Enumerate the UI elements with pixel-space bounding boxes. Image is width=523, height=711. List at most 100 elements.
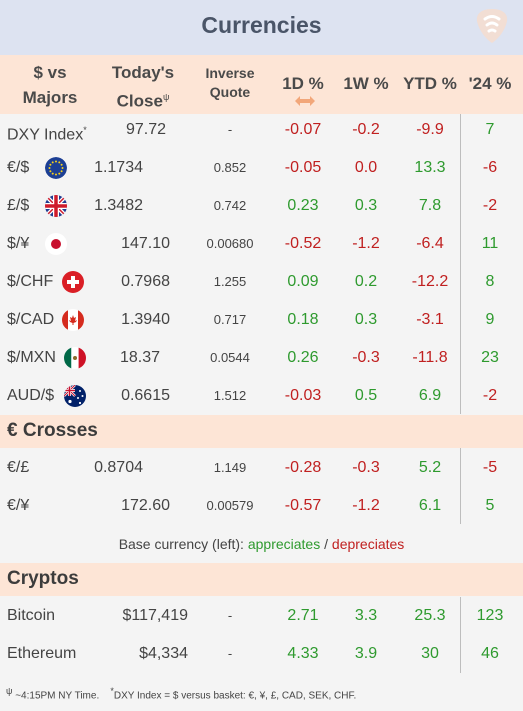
change-1w: 0.3: [354, 311, 378, 328]
close-value: 0.7968: [121, 273, 170, 290]
change-ytd: 6.9: [418, 387, 442, 404]
inverse-value: 0.00680: [206, 236, 254, 251]
column-divider: [460, 597, 461, 673]
change-1w: -0.2: [352, 121, 380, 138]
close-value: 1.1734: [94, 159, 143, 176]
eu-flag-icon: [45, 157, 67, 179]
table-row[interactable]: Ethereum $4,334 - 4.33 3.9 30 46: [0, 635, 523, 673]
inverse-value: -: [227, 122, 233, 137]
change-ytd: 13.3: [414, 159, 446, 176]
close-value: 1.3940: [121, 311, 170, 328]
change-2024: 5: [485, 497, 495, 514]
section-header-crosses: € Crosses: [0, 415, 523, 448]
pair-name: €/$: [7, 159, 30, 176]
col-header-1d[interactable]: 1D %: [282, 74, 324, 93]
col-header-1w[interactable]: 1W %: [343, 74, 389, 93]
page-title: Currencies: [201, 12, 322, 38]
col-header-pair: $ vs Majors: [22, 63, 78, 107]
change-1w: 0.0: [354, 159, 378, 176]
table-row[interactable]: £/$ 1.3482 0.742 0.23 0.3 7.8 -2: [0, 187, 523, 225]
change-1w: 0.2: [354, 273, 378, 290]
change-ytd: 6.1: [418, 497, 442, 514]
inverse-value: 0.00579: [206, 498, 254, 513]
close-value: $4,334: [139, 645, 188, 662]
inverse-value: 1.255: [213, 274, 247, 289]
change-ytd: -9.9: [416, 121, 444, 138]
table-row[interactable]: $/CHF 0.7968 1.255 0.09 0.2 -12.2 8: [0, 263, 523, 301]
close-value: 172.60: [121, 497, 170, 514]
change-ytd: -12.2: [411, 273, 449, 290]
pair-name: AUD/$: [7, 387, 55, 404]
change-1w: -1.2: [352, 235, 380, 252]
table-header: [0, 55, 523, 114]
pair-name: $/CAD: [7, 311, 55, 328]
table-row[interactable]: €/$ 1.1734 0.852 -0.05 0.0 13.3 -6: [0, 149, 523, 187]
change-2024: -6: [482, 159, 498, 176]
pair-name: $/CHF: [7, 273, 54, 290]
inverse-value: 1.512: [213, 388, 247, 403]
column-divider: [460, 448, 461, 524]
close-value: 0.8704: [94, 459, 143, 476]
table-row[interactable]: $/MXN 18.37 0.0544 0.26 -0.3 -11.8 23: [0, 339, 523, 377]
table-row[interactable]: DXY Index* 97.72 - -0.07 -0.2 -9.9 7: [0, 111, 523, 149]
mexico-flag-icon: [64, 347, 86, 369]
change-1d: 4.33: [287, 645, 319, 662]
pair-name: €/£: [7, 459, 30, 476]
change-1w: 3.9: [354, 645, 378, 662]
pair-name: $/¥: [7, 235, 30, 252]
change-ytd: 5.2: [418, 459, 442, 476]
pair-name: $/MXN: [7, 349, 56, 366]
col-header-ytd[interactable]: YTD %: [403, 74, 457, 93]
change-ytd: -6.4: [416, 235, 444, 252]
close-value: 1.3482: [94, 197, 143, 214]
close-value: $117,419: [122, 607, 188, 624]
title-bar: [0, 0, 523, 55]
change-2024: 9: [485, 311, 495, 328]
pair-name: €/¥: [7, 497, 30, 514]
change-1w: -0.3: [352, 349, 380, 366]
guitar-pick-logo-icon: [476, 9, 508, 43]
inverse-value: 1.149: [213, 460, 247, 475]
pair-name: DXY Index*: [7, 125, 87, 144]
table-row[interactable]: €/£ 0.8704 1.149 -0.28 -0.3 5.2 -5: [0, 449, 523, 487]
close-value: 147.10: [121, 235, 170, 252]
change-ytd: 7.8: [418, 197, 442, 214]
change-1d: -0.28: [284, 459, 322, 476]
table-row[interactable]: €/¥ 172.60 0.00579 -0.57 -1.2 6.1 5: [0, 487, 523, 525]
change-ytd: 25.3: [414, 607, 446, 624]
change-2024: -5: [482, 459, 498, 476]
color-legend: Base currency (left): appreciates / depr…: [118, 536, 405, 552]
change-ytd: -3.1: [416, 311, 444, 328]
inverse-value: 0.852: [213, 160, 247, 175]
table-row[interactable]: AUD/$ 0.6615 1.512 -0.03 0.5 6.9 -2: [0, 377, 523, 415]
change-2024: 46: [481, 645, 499, 662]
col-header-2024[interactable]: '24 %: [468, 74, 512, 93]
inverse-value: 0.717: [213, 312, 247, 327]
change-1d: 2.71: [287, 607, 319, 624]
change-1d: 0.18: [287, 311, 319, 328]
inverse-value: 0.742: [213, 198, 247, 213]
change-1d: -0.03: [284, 387, 322, 404]
table-row[interactable]: $/¥ 147.10 0.00680 -0.52 -1.2 -6.4 11: [0, 225, 523, 263]
inverse-value: 0.0544: [210, 350, 250, 365]
table-row[interactable]: Bitcoin $117,419 - 2.71 3.3 25.3 123: [0, 597, 523, 635]
inverse-value: -: [227, 608, 233, 623]
change-1d: -0.52: [284, 235, 322, 252]
change-2024: 7: [485, 121, 495, 138]
inverse-value: -: [227, 646, 233, 661]
change-1d: 0.09: [287, 273, 319, 290]
legend-depreciates: depreciates: [331, 536, 405, 552]
japan-flag-icon: [45, 233, 67, 255]
change-1w: 3.3: [354, 607, 378, 624]
change-1d: 0.26: [287, 349, 319, 366]
legend-appreciates: appreciates: [247, 536, 321, 552]
change-1w: 0.3: [354, 197, 378, 214]
section-title: € Crosses: [7, 420, 98, 441]
change-1d: 0.23: [287, 197, 319, 214]
change-2024: -2: [482, 387, 498, 404]
change-1w: -0.3: [352, 459, 380, 476]
change-2024: 123: [476, 607, 504, 624]
sort-arrows-icon[interactable]: [294, 95, 316, 107]
table-row[interactable]: $/CAD 1.3940 0.717 0.18 0.3 -3.1 9: [0, 301, 523, 339]
change-1d: -0.57: [284, 497, 322, 514]
